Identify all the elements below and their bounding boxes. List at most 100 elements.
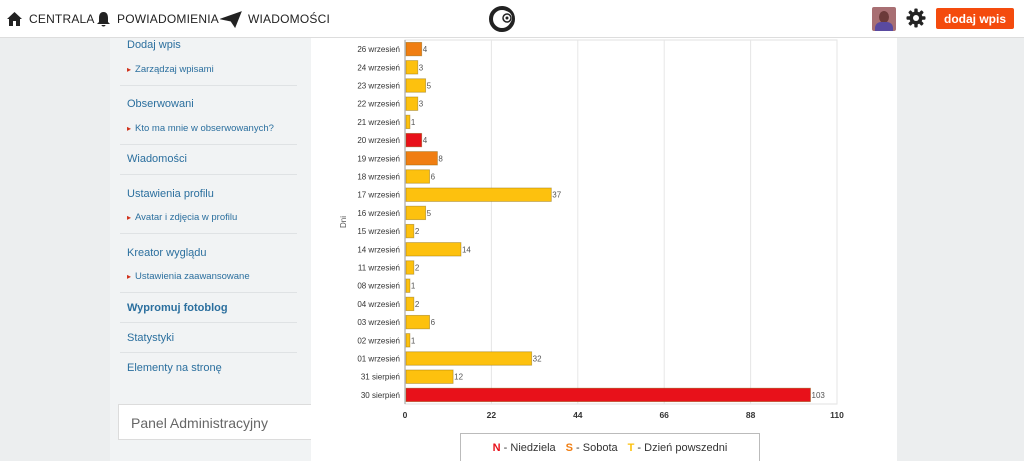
nav-powiadomienia[interactable]: POWIADOMIENIA <box>96 0 219 38</box>
category-label: 22 wrzesień <box>357 100 400 109</box>
main-content: 0 22 44 66 88 110 Dni 26 wrzesień 4 24 wrzesień 3 2… <box>311 38 897 461</box>
category-label: 23 wrzesień <box>357 82 400 91</box>
bar[interactable] <box>405 278 411 293</box>
category-label: 11 wrzesień <box>358 264 400 273</box>
x-tick-label: 110 <box>830 410 844 420</box>
legend-label: - Dzień powszedni <box>634 441 728 454</box>
y-axis-title: Dni <box>339 216 348 228</box>
divider <box>120 322 297 323</box>
data-label: 12 <box>454 373 463 382</box>
bar[interactable] <box>405 314 430 330</box>
bar[interactable] <box>405 78 427 93</box>
bar[interactable] <box>405 41 423 57</box>
bar[interactable] <box>405 187 552 202</box>
sidebar-item-ustawienia[interactable]: Ustawienia profilu <box>127 188 214 200</box>
gear-icon[interactable] <box>906 8 926 28</box>
sidebar-item-dodaj-wpis[interactable]: Dodaj wpis <box>127 39 181 51</box>
data-label: 1 <box>411 336 416 345</box>
data-label: 5 <box>427 209 432 218</box>
paper-plane-icon <box>220 10 242 28</box>
sidebar-item-elementy[interactable]: Elementy na stronę <box>127 362 222 374</box>
x-tick-label: 44 <box>573 410 583 420</box>
data-label: 3 <box>419 100 424 109</box>
data-label: 4 <box>423 45 428 54</box>
nav-wiadomosci-label: WIADOMOŚCI <box>248 12 330 26</box>
legend-label: - Niedziela <box>500 441 556 454</box>
site-logo-icon[interactable] <box>488 4 522 34</box>
divider <box>120 233 297 234</box>
bell-icon <box>97 11 110 26</box>
sidebar-item-obserwowani[interactable]: Obserwowani <box>127 98 194 110</box>
bar[interactable] <box>405 333 411 348</box>
bar[interactable] <box>405 296 415 312</box>
nav-centrala[interactable]: CENTRALA <box>6 0 95 38</box>
x-tick-label: 22 <box>487 410 497 420</box>
bar[interactable] <box>405 242 462 257</box>
data-label: 8 <box>438 154 443 163</box>
sidebar-item-kreator[interactable]: Kreator wyglądu <box>127 247 207 259</box>
legend-letter: N <box>492 441 501 454</box>
sidebar-sub-zaawansowane[interactable]: Ustawienia zaawansowane <box>127 271 250 282</box>
data-label: 6 <box>431 318 436 327</box>
category-label: 03 wrzesień <box>357 318 400 327</box>
top-bar: CENTRALA POWIADOMIENIA WIADOMOŚCI dodaj … <box>0 0 1024 38</box>
legend-label: - Sobota <box>573 441 618 454</box>
sidebar-sub-avatar[interactable]: Avatar i zdjęcia w profilu <box>127 212 237 223</box>
panel-admin-box[interactable]: Panel Administracyjny <box>118 404 318 440</box>
bar[interactable] <box>405 96 419 111</box>
data-label: 2 <box>415 264 420 273</box>
data-label: 1 <box>411 282 416 291</box>
bar[interactable] <box>405 205 427 221</box>
sidebar-item-wypromuj[interactable]: Wypromuj fotoblog <box>127 302 228 314</box>
category-label: 15 wrzesień <box>357 227 400 236</box>
divider <box>120 292 297 293</box>
bar[interactable] <box>405 169 430 184</box>
x-tick-label: 88 <box>746 410 756 420</box>
category-label: 31 sierpień <box>361 373 400 382</box>
bar[interactable] <box>405 387 811 403</box>
bar[interactable] <box>405 260 415 275</box>
data-label: 1 <box>411 118 416 127</box>
category-label: 30 sierpień <box>361 391 400 400</box>
category-label: 08 wrzesień <box>357 282 400 291</box>
x-tick-label: 66 <box>659 410 669 420</box>
data-label: 14 <box>462 245 471 254</box>
sidebar-item-statystyki[interactable]: Statystyki <box>127 332 175 344</box>
category-label: 17 wrzesień <box>357 191 400 200</box>
bar[interactable] <box>405 369 454 384</box>
category-label: 24 wrzesień <box>357 63 400 72</box>
sidebar-sub-zarzadzaj[interactable]: Zarządzaj wpisami <box>127 64 214 75</box>
data-label: 5 <box>427 82 432 91</box>
add-post-button[interactable]: dodaj wpis <box>936 8 1014 29</box>
category-label: 21 wrzesień <box>357 118 400 127</box>
legend-letter: T <box>627 441 635 454</box>
legend-letter: S <box>565 441 573 454</box>
data-label: 2 <box>415 227 420 236</box>
category-label: 02 wrzesień <box>357 336 400 345</box>
category-label: 14 wrzesień <box>357 245 400 254</box>
nav-wiadomosci[interactable]: WIADOMOŚCI <box>220 0 330 38</box>
data-label: 4 <box>423 136 428 145</box>
sidebar-sub-kto-ma[interactable]: Kto ma mnie w obserwowanych? <box>127 123 274 134</box>
bar[interactable] <box>405 114 411 130</box>
sidebar-item-wiadomosci[interactable]: Wiadomości <box>127 153 187 165</box>
nav-powiadomienia-label: POWIADOMIENIA <box>117 12 219 26</box>
avatar[interactable] <box>872 7 896 31</box>
divider <box>120 144 297 145</box>
data-label: 2 <box>415 300 420 309</box>
bar[interactable] <box>405 223 415 239</box>
data-label: 32 <box>533 355 542 364</box>
divider <box>120 352 297 353</box>
category-label: 26 wrzesień <box>357 45 400 54</box>
legend-entry: S - Sobota <box>566 442 618 454</box>
data-label: 37 <box>552 191 561 200</box>
legend-entry: T - Dzień powszedni <box>628 442 728 454</box>
bar[interactable] <box>405 132 423 148</box>
bar[interactable] <box>405 151 438 166</box>
divider <box>120 174 297 175</box>
bar[interactable] <box>405 60 419 75</box>
home-icon <box>7 12 22 26</box>
bar[interactable] <box>405 351 533 366</box>
data-label: 6 <box>431 173 436 182</box>
data-label: 3 <box>419 63 424 72</box>
